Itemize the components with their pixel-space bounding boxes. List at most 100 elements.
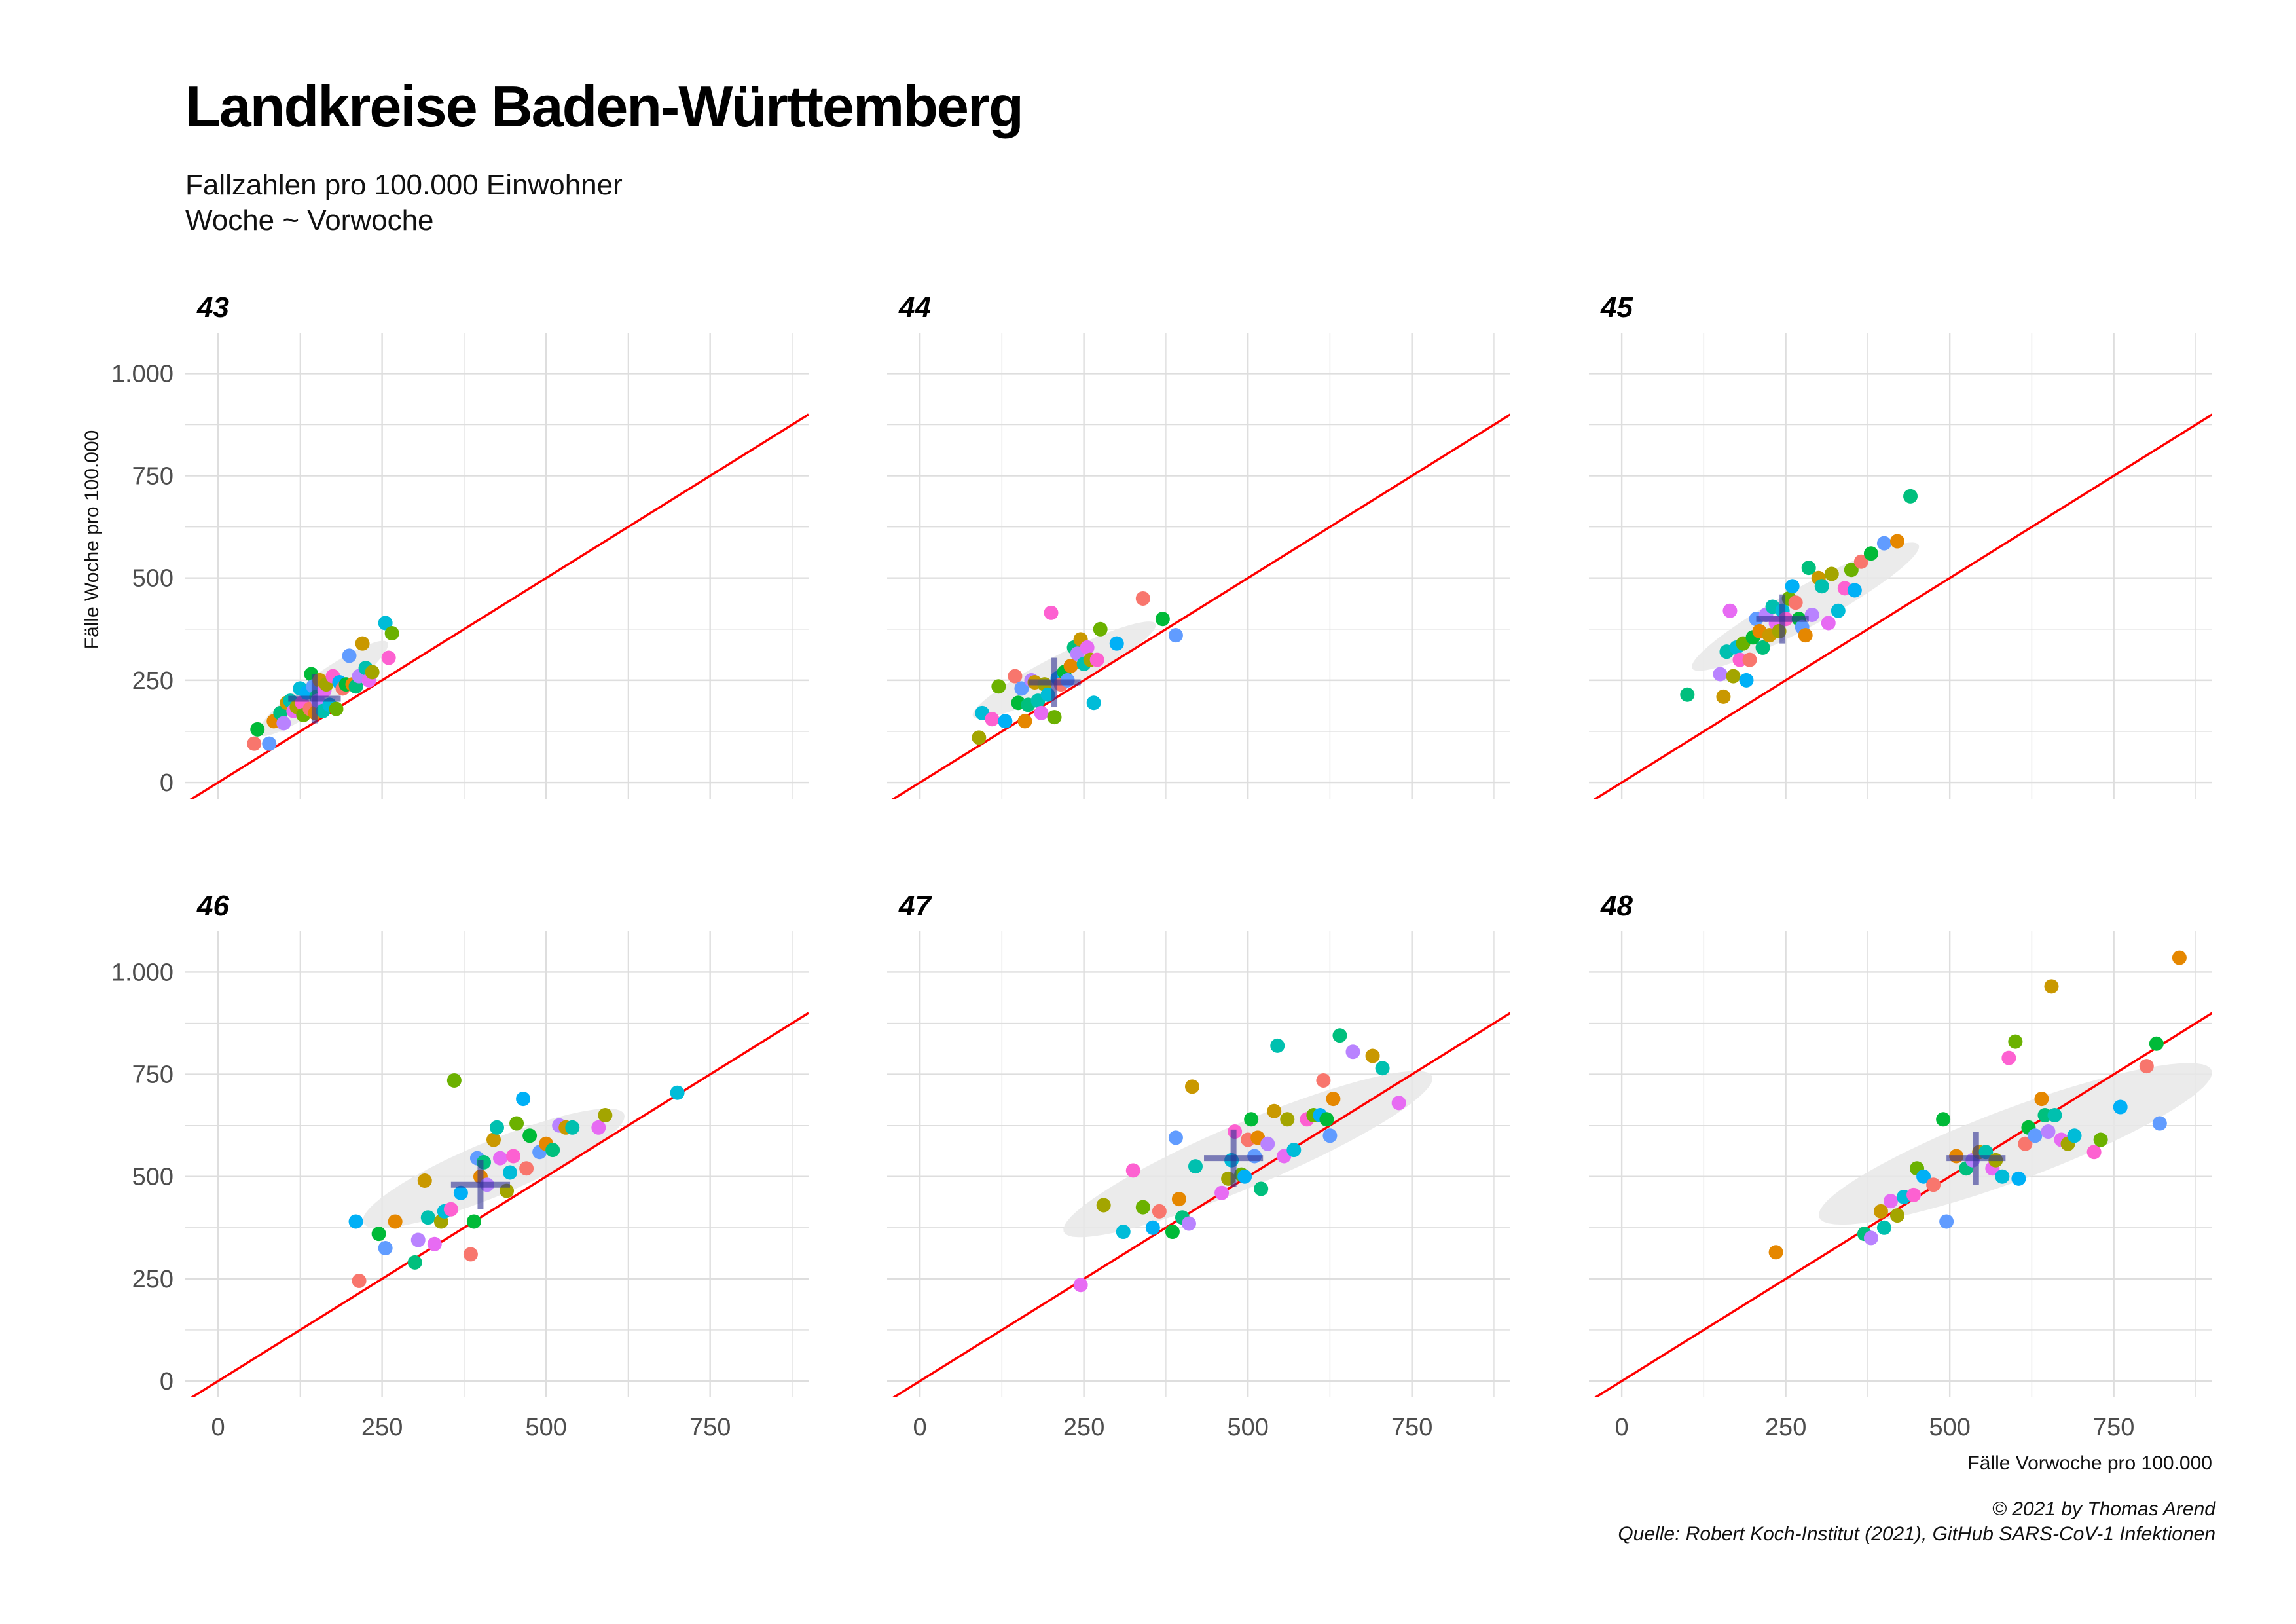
data-point <box>250 722 265 737</box>
facet-panel-44: 44 <box>887 291 1510 799</box>
x-tick-label: 500 <box>525 1414 566 1441</box>
data-point <box>1073 1278 1088 1293</box>
data-point <box>2001 1050 2016 1065</box>
chart-subtitle-line-2: Woche ~ Vorwoche <box>185 204 434 236</box>
reference-line-y-equals-x <box>1593 1012 2212 1397</box>
x-tick-label: 750 <box>689 1414 731 1441</box>
data-point <box>2028 1128 2043 1143</box>
facet-panel-46: 46 0 250 500 750 1.000 0 250 500 750 <box>111 890 809 1441</box>
data-point <box>1096 1198 1111 1213</box>
x-tick-label: 500 <box>1227 1414 1268 1441</box>
data-point <box>1873 1204 1888 1219</box>
data-point <box>1916 1169 1931 1184</box>
data-point <box>2093 1132 2108 1147</box>
data-point <box>1237 1169 1252 1184</box>
facet-panel-45: 45 <box>1589 291 2212 799</box>
data-point <box>1040 687 1055 702</box>
data-point <box>1044 605 1059 620</box>
data-point <box>446 1073 462 1088</box>
facet-panel-43: 43 0 250 500 750 1.000 <box>111 291 809 799</box>
y-tick-label: 750 <box>132 1061 173 1089</box>
data-point <box>420 1210 435 1225</box>
data-point <box>1135 1200 1150 1215</box>
caption-copyright: © 2021 by Thomas Arend <box>1992 1498 2215 1520</box>
data-point <box>1267 1103 1282 1118</box>
data-point <box>1755 640 1770 655</box>
data-point <box>985 712 1000 727</box>
data-point <box>1184 1079 1199 1094</box>
data-point <box>1798 628 1813 643</box>
data-point <box>1726 669 1741 684</box>
data-point <box>1260 1136 1275 1151</box>
data-point <box>1814 579 1829 594</box>
data-point <box>1824 566 1839 581</box>
data-point <box>2067 1128 2082 1143</box>
data-point <box>1716 689 1731 704</box>
facet-label: 46 <box>196 890 229 922</box>
data-point <box>352 1274 367 1288</box>
data-point <box>1165 1225 1180 1240</box>
data-point <box>2037 1108 2052 1123</box>
x-tick-label: 0 <box>913 1414 927 1441</box>
data-point <box>1680 687 1695 702</box>
facet-panel-48: 48 0 250 500 750 <box>1589 890 2212 1441</box>
x-tick-label: 0 <box>1615 1414 1629 1441</box>
data-point <box>1788 595 1803 610</box>
data-point <box>417 1173 432 1188</box>
data-point <box>1152 1204 1167 1219</box>
data-point <box>545 1143 560 1158</box>
data-point <box>2044 979 2059 994</box>
x-tick-label: 500 <box>1929 1414 1970 1441</box>
caption-source: Quelle: Robert Koch-Institut (2021), Git… <box>1618 1523 2215 1545</box>
data-point <box>1316 1073 1331 1088</box>
data-point <box>384 626 399 641</box>
data-point <box>2113 1099 2128 1115</box>
data-point <box>1171 1192 1186 1207</box>
data-point <box>1926 1177 1941 1192</box>
data-point <box>329 701 344 716</box>
data-point <box>1722 603 1738 618</box>
data-point <box>1853 554 1868 569</box>
data-point <box>565 1120 580 1135</box>
data-point <box>2149 1036 2164 1051</box>
data-point <box>1847 583 1862 598</box>
data-point <box>1008 669 1023 684</box>
data-point <box>1801 561 1816 576</box>
panel-grid <box>887 333 1510 799</box>
data-point <box>378 616 393 631</box>
y-tick-label: 1.000 <box>111 959 173 986</box>
data-point <box>1014 681 1029 696</box>
data-point <box>2139 1059 2154 1074</box>
data-point <box>443 1202 458 1217</box>
data-point <box>1365 1048 1380 1063</box>
data-point <box>2018 1136 2033 1151</box>
data-point <box>1889 1208 1904 1223</box>
panel-grid <box>185 931 809 1397</box>
data-point <box>1345 1044 1360 1060</box>
data-point <box>1322 1128 1338 1143</box>
facet-label: 48 <box>1600 890 1633 922</box>
reference-line-y-equals-x <box>1593 413 2212 799</box>
data-point <box>466 1214 481 1229</box>
data-point <box>670 1085 685 1100</box>
data-point <box>1286 1143 1302 1158</box>
facet-label: 44 <box>898 291 931 323</box>
panel-content <box>891 1012 1510 1397</box>
data-point <box>509 1116 524 1131</box>
panel-content <box>189 1012 809 1397</box>
chart-subtitle-line-1: Fallzahlen pro 100.000 Einwohner <box>185 169 623 201</box>
data-point <box>1116 1225 1131 1240</box>
data-point <box>371 1227 386 1242</box>
y-tick-label: 250 <box>132 1266 173 1293</box>
data-point <box>486 1132 501 1147</box>
data-point <box>1188 1159 1203 1174</box>
y-tick-label: 500 <box>132 1164 173 1191</box>
data-point <box>2152 1116 2167 1131</box>
panel-content <box>1593 413 2212 799</box>
data-point <box>1713 667 1728 682</box>
y-tick-label: 0 <box>160 769 173 797</box>
x-tick-label: 0 <box>211 1414 225 1441</box>
data-point <box>1168 628 1183 643</box>
confidence-ellipse <box>363 1109 625 1228</box>
